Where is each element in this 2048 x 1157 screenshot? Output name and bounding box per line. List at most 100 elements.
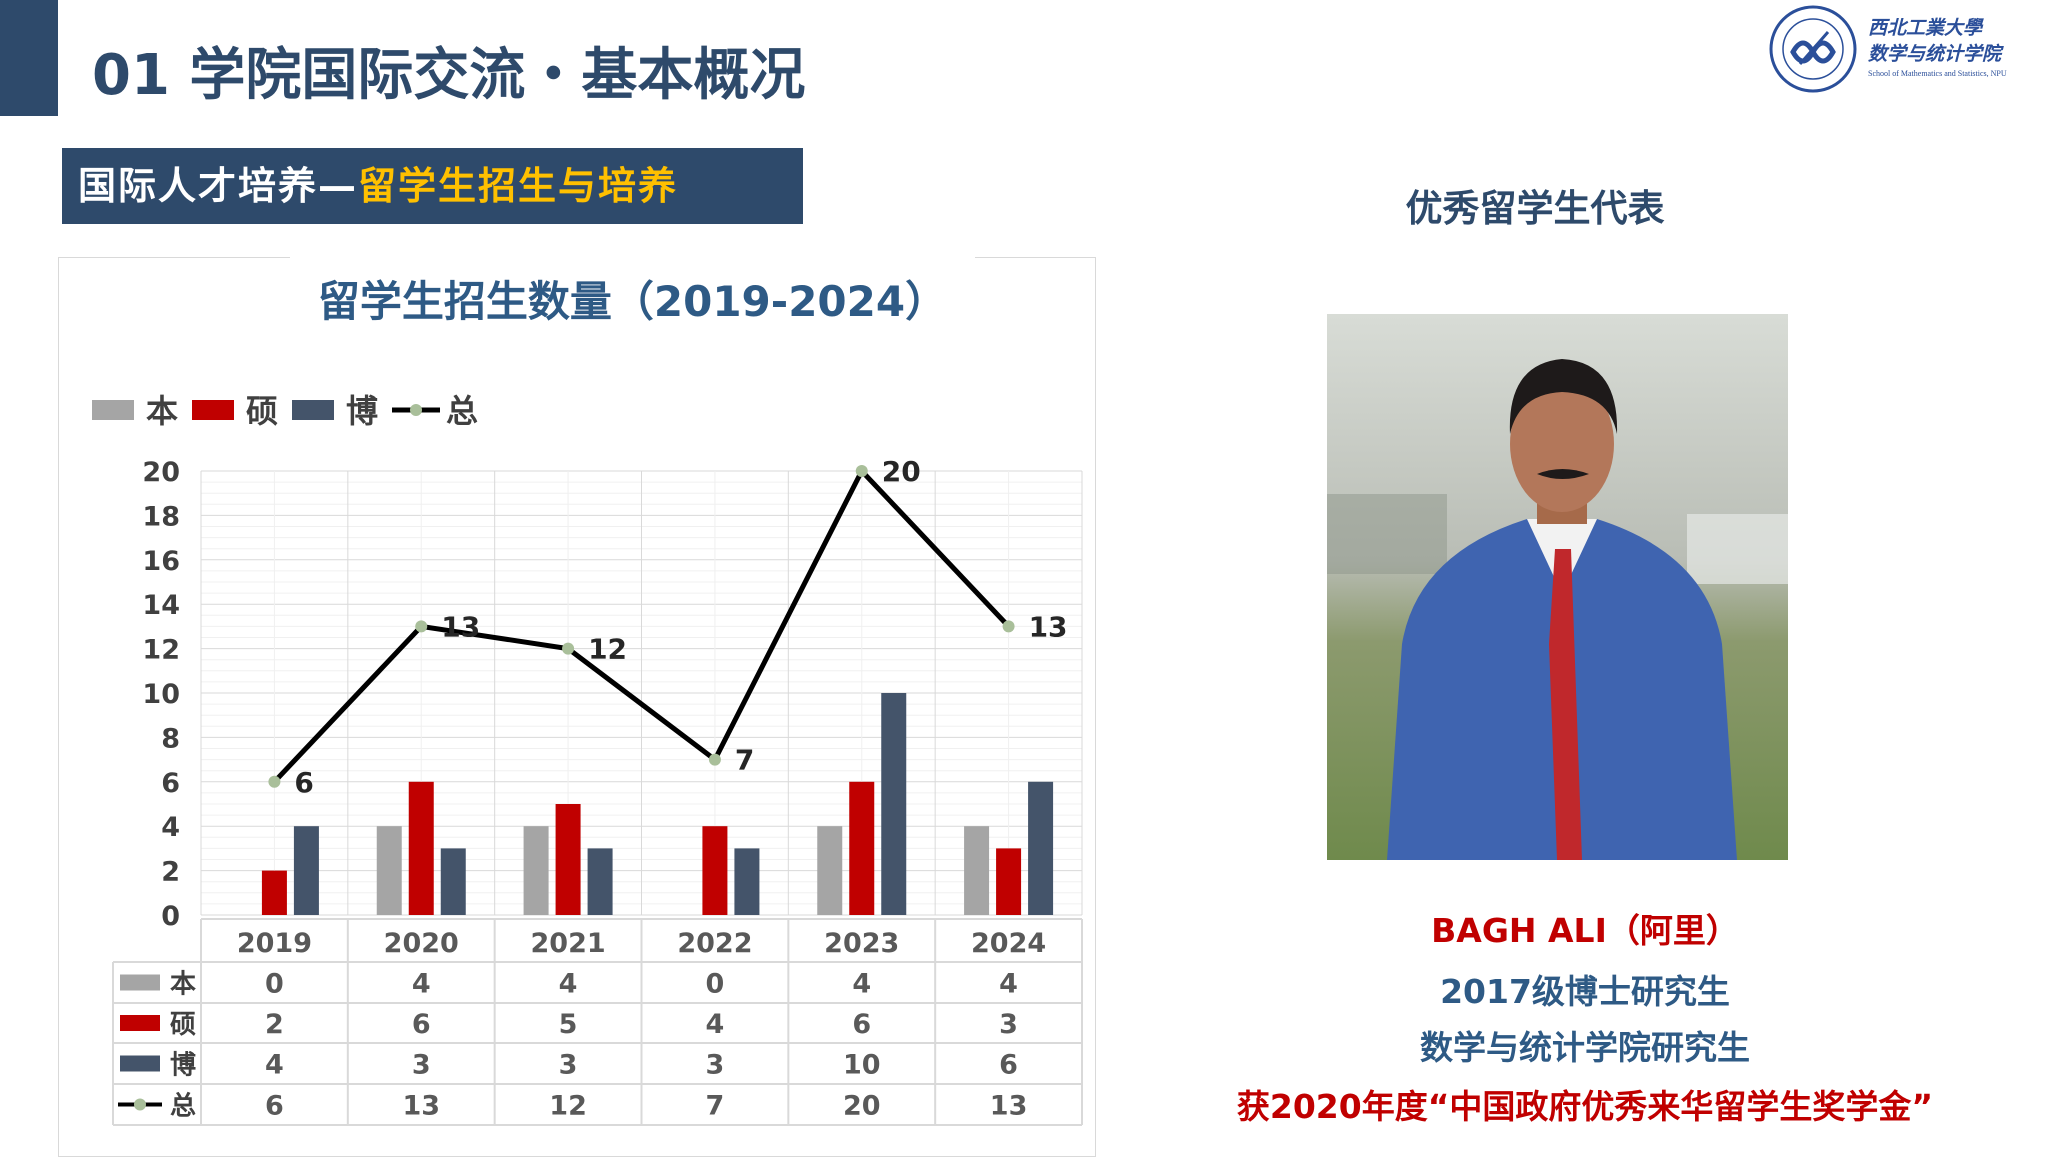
data-label: 12 [588,633,627,666]
y-tick-label: 2 [161,857,180,888]
table-cell: 0 [706,969,725,1000]
bar-硕 [849,781,875,915]
bar-硕 [555,804,581,915]
table-row-label: 总 [170,1092,196,1122]
banner-highlight: 留学生招生与培养 [358,164,679,208]
bar-本 [817,826,843,915]
banner-prefix: 国际人才培养— [78,164,359,208]
table-cell: 10 [843,1050,881,1081]
table-header: 2021 [531,928,606,959]
table-legend-博 [120,1055,160,1072]
logo-text-3: School of Mathematics and Statistics, NP… [1868,69,2007,78]
legend-label: 博 [346,392,378,430]
bar-博 [1028,781,1054,915]
table-cell: 12 [549,1091,587,1122]
bar-本 [964,826,990,915]
bar-博 [881,693,907,915]
legend-swatch-博 [292,400,334,420]
student-award: 获2020年度“中国政府优秀来华留学生奖学金” [1236,1087,1934,1126]
total-marker [1002,620,1015,633]
table-cell: 2 [265,1009,284,1040]
table-header: 2024 [971,928,1046,959]
y-tick-label: 10 [142,679,180,710]
bar-博 [440,848,466,915]
legend-swatch-本 [92,400,134,420]
bar-硕 [261,870,287,915]
table-cell: 13 [990,1091,1028,1122]
data-label: 13 [441,610,480,643]
logo-text-2: 数学与统计学院 [1868,43,2004,65]
bar-硕 [702,826,728,915]
table-cell: 4 [999,969,1018,1000]
y-tick-label: 6 [161,768,180,799]
bar-博 [293,826,319,915]
bar-博 [587,848,613,915]
data-label: 20 [882,455,921,488]
bar-硕 [996,848,1022,915]
data-label: 6 [294,766,313,799]
total-marker [708,753,721,766]
legend-label: 硕 [246,392,278,430]
data-label: 7 [735,744,754,777]
data-label: 13 [1029,610,1068,643]
bar-本 [376,826,402,915]
table-header: 2022 [677,928,752,959]
table-cell: 5 [559,1009,578,1040]
legend-swatch-硕 [192,400,234,420]
table-cell: 4 [706,1009,725,1040]
table-cell: 4 [265,1050,284,1081]
table-header: 2023 [824,928,899,959]
student-name: BAGH ALI（阿里） [1431,911,1739,950]
table-cell: 3 [999,1009,1018,1040]
y-tick-label: 16 [142,546,180,577]
total-marker [415,620,428,633]
legend-marker [410,404,422,416]
table-legend-本 [120,974,160,991]
chart-frame-gap [290,250,975,264]
bar-硕 [408,781,434,915]
total-marker [562,642,575,655]
total-line [272,466,1011,784]
y-tick-label: 18 [142,501,180,532]
y-tick-label: 14 [142,590,180,621]
legend-label: 本 [146,392,178,430]
table-cell: 6 [412,1009,431,1040]
student-school: 数学与统计学院研究生 [1420,1028,1750,1067]
table-cell: 4 [559,969,578,1000]
table-legend-marker [134,1098,146,1111]
logo-text-1: 西北工業大學 [1868,17,1984,39]
table-cell: 6 [265,1091,284,1122]
table-cell: 3 [559,1050,578,1081]
table-cell: 3 [412,1050,431,1081]
table-cell: 6 [852,1009,871,1040]
table-legend-硕 [120,1015,160,1031]
table-row-label: 博 [170,1051,196,1081]
table-row-label: 硕 [170,1010,196,1040]
table-header: 2020 [384,928,459,959]
section-banner: 国际人才培养—留学生招生与培养 [62,148,803,224]
y-tick-label: 12 [142,635,180,666]
bar-博 [734,848,760,915]
table-header: 2019 [237,928,312,959]
legend-label: 总 [446,392,478,430]
table-cell: 4 [852,969,871,1000]
table-cell: 6 [999,1050,1018,1081]
chart-title: 留学生招生数量（2019-2024） [317,277,948,326]
y-tick-label: 20 [142,457,180,488]
page-title: 01 学院国际交流・基本概况 [92,43,806,108]
table-cell: 13 [402,1091,440,1122]
bar-本 [523,826,549,915]
y-tick-label: 0 [161,901,180,932]
representative-title: 优秀留学生代表 [1405,187,1665,230]
y-tick-label: 8 [161,723,180,754]
table-cell: 0 [265,969,284,1000]
table-cell: 4 [412,969,431,1000]
table-cell: 3 [706,1050,725,1081]
table-cell: 20 [843,1091,881,1122]
table-cell: 7 [706,1091,725,1122]
total-marker [268,775,281,788]
student-grade: 2017级博士研究生 [1440,972,1730,1011]
student-photo [1327,314,1788,860]
table-row-label: 本 [170,970,196,1000]
